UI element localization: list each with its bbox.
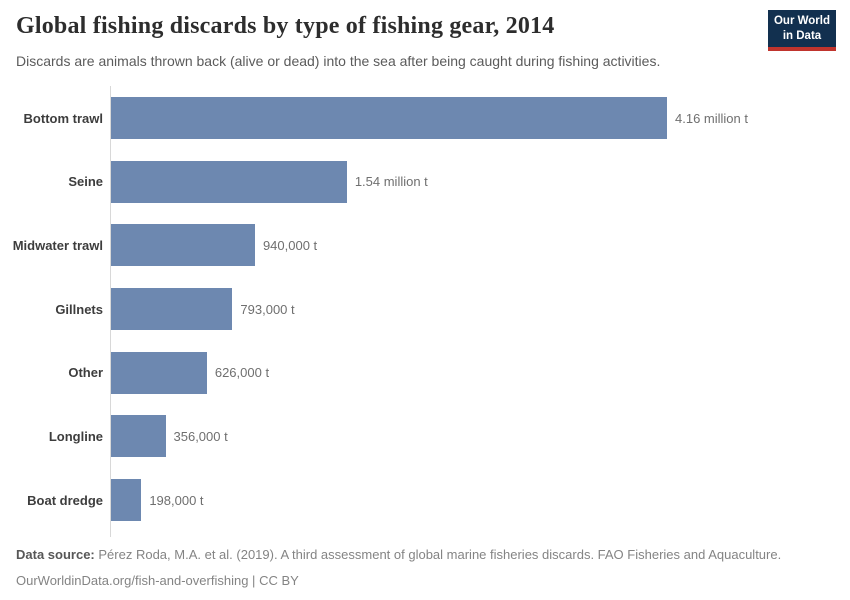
- category-label: Gillnets: [55, 301, 103, 317]
- bar[interactable]: [111, 415, 166, 458]
- bar-rows: Bottom trawl 4.16 million t Seine 1.54 mill…: [0, 97, 850, 543]
- owid-url[interactable]: OurWorldinData.org/fish-and-overfishing: [16, 573, 249, 588]
- bar-area: 4.16 million t: [111, 97, 748, 139]
- bar-area: 626,000 t: [111, 351, 748, 394]
- license-line: OurWorldinData.org/fish-and-overfishing …: [16, 568, 781, 594]
- bar[interactable]: [111, 288, 233, 331]
- category-label: Bottom trawl: [23, 110, 103, 126]
- value-label: 793,000 t: [240, 301, 295, 317]
- value-label: 4.16 million t: [675, 110, 748, 126]
- owid-logo-line1: Our World: [773, 14, 830, 27]
- bar-area: 793,000 t: [111, 288, 748, 331]
- value-label: 940,000 t: [262, 237, 318, 253]
- bar-row: Gillnets 793,000 t: [0, 288, 850, 331]
- source-line: Data source: Pérez Roda, M.A. et al. (20…: [16, 542, 781, 568]
- chart-subtitle: Discards are animals thrown back (alive …: [16, 53, 661, 69]
- bar-row: Bottom trawl 4.16 million t: [0, 97, 850, 139]
- source-text: Pérez Roda, M.A. et al. (2019). A third …: [98, 547, 782, 562]
- bar-area: 1.54 million t: [111, 160, 748, 203]
- y-axis-line: [110, 86, 111, 537]
- chart-title: Global fishing discards by type of fishi…: [16, 13, 555, 39]
- bar-row: Boat dredge 198,000 t: [0, 479, 850, 522]
- value-label: 198,000 t: [149, 492, 204, 508]
- bar[interactable]: [111, 479, 142, 522]
- footer-separator: |: [252, 573, 256, 588]
- bar[interactable]: [111, 351, 207, 394]
- owid-logo-line2: in Data: [782, 29, 822, 42]
- bar[interactable]: [111, 160, 347, 203]
- value-label: 356,000 t: [173, 428, 228, 444]
- owid-logo[interactable]: Our World in Data: [768, 10, 836, 51]
- bar[interactable]: [111, 224, 255, 267]
- chart-footer: Data source: Pérez Roda, M.A. et al. (20…: [16, 542, 781, 594]
- category-label: Other: [68, 365, 103, 381]
- bar[interactable]: [111, 97, 668, 139]
- category-label: Midwater trawl: [12, 237, 103, 253]
- category-label: Seine: [68, 174, 103, 190]
- bar-area: 198,000 t: [111, 479, 748, 522]
- bar-row: Other 626,000 t: [0, 351, 850, 394]
- bar-row: Seine 1.54 million t: [0, 160, 850, 203]
- value-label: 1.54 million t: [354, 174, 428, 190]
- value-label: 626,000 t: [214, 365, 270, 381]
- bar-area: 940,000 t: [111, 224, 748, 267]
- bar-area: 356,000 t: [111, 415, 748, 458]
- category-label: Longline: [48, 428, 103, 444]
- category-label: Boat dredge: [27, 492, 103, 508]
- source-label: Data source:: [16, 547, 95, 562]
- bar-row: Midwater trawl 940,000 t: [0, 224, 850, 267]
- bar-row: Longline 356,000 t: [0, 415, 850, 458]
- license-text: CC BY: [259, 573, 299, 588]
